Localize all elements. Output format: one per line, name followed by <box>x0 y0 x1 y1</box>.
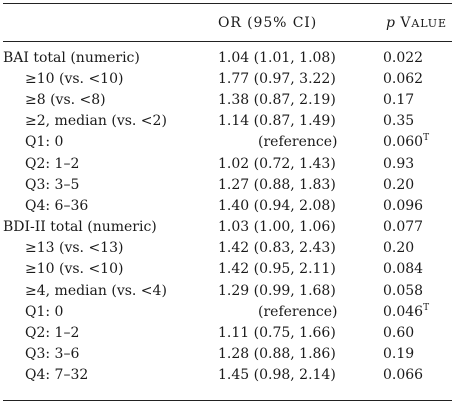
row-p-value: 0.077 <box>383 219 452 235</box>
row-label: Q1: 0 <box>25 303 64 320</box>
table-row: ≥13 (vs. <13) 1.42 (0.83, 2.43) 0.20 <box>3 238 452 259</box>
header-p-first: V <box>400 14 412 31</box>
row-or-ci: 1.14 (0.87, 1.49) <box>218 113 336 130</box>
table-row: Q4: 7–32 1.45 (0.98, 2.14) 0.066 <box>3 365 452 386</box>
row-label: ≥2, median (vs. <2) <box>25 113 167 130</box>
row-or-ci: 1.28 (0.88, 1.86) <box>218 346 336 363</box>
table-row: ≥8 (vs. <8) 1.38 (0.87, 2.19) 0.17 <box>3 89 452 110</box>
row-p-value: 0.20 <box>383 240 452 256</box>
p-value-text: 0.046 <box>383 303 424 320</box>
trend-test-marker: T <box>423 133 430 144</box>
p-value-text: 0.17 <box>383 91 415 108</box>
row-or-ci: 1.29 (0.99, 1.68) <box>218 282 336 299</box>
row-label: Q3: 3–5 <box>25 176 80 193</box>
row-p-value: 0.046T <box>383 302 452 320</box>
header-p-italic: p <box>386 14 395 31</box>
row-or-ci: 1.03 (1.00, 1.06) <box>218 219 336 236</box>
row-label: ≥13 (vs. <13) <box>25 240 124 257</box>
row-or-ci: 1.02 (0.72, 1.43) <box>218 155 336 172</box>
header-or-ci: OR (95% CI) <box>218 14 318 31</box>
table-row: Q1: 0 (reference) 0.046T <box>3 301 452 322</box>
row-p-value: 0.17 <box>383 92 452 108</box>
p-value-text: 0.060 <box>383 134 424 151</box>
row-label: Q1: 0 <box>25 134 64 151</box>
row-label: Q3: 3–6 <box>25 346 80 363</box>
row-p-value: 0.060T <box>383 133 452 151</box>
row-p-value: 0.20 <box>383 177 452 193</box>
header-p-value: p VALUE <box>386 15 452 31</box>
table-row: ≥10 (vs. <10) 1.42 (0.95, 2.11) 0.084 <box>3 259 452 280</box>
row-or-ci: 1.42 (0.95, 2.11) <box>218 261 336 278</box>
row-or-ci: (reference) <box>258 303 338 320</box>
p-value-text: 0.096 <box>383 197 424 214</box>
row-label: BDI-II total (numeric) <box>3 219 157 236</box>
row-or-ci: 1.42 (0.83, 2.43) <box>218 240 336 257</box>
p-value-text: 0.077 <box>383 219 424 236</box>
row-label: ≥4, median (vs. <4) <box>25 282 167 299</box>
table-row: BDI-II total (numeric) 1.03 (1.00, 1.06) 0… <box>3 217 452 238</box>
row-label: Q2: 1–2 <box>25 325 80 342</box>
p-value-text: 0.35 <box>383 113 415 130</box>
results-table: OR (95% CI) p VALUE BAI total (numeric) 1… <box>3 3 452 401</box>
table-row: Q1: 0 (reference) 0.060T <box>3 132 452 153</box>
row-label: ≥10 (vs. <10) <box>25 261 124 278</box>
row-or-ci: 1.40 (0.94, 2.08) <box>218 197 336 214</box>
p-value-text: 0.066 <box>383 367 424 384</box>
table-row: BAI total (numeric) 1.04 (1.01, 1.08) 0.02… <box>3 47 452 68</box>
p-value-text: 0.20 <box>383 176 415 193</box>
header-p-rest: ALUE <box>411 16 447 30</box>
row-label: Q4: 7–32 <box>25 367 89 384</box>
table-row: Q3: 3–5 1.27 (0.88, 1.83) 0.20 <box>3 174 452 195</box>
row-p-value: 0.93 <box>383 156 452 172</box>
row-label: Q2: 1–2 <box>25 155 80 172</box>
row-p-value: 0.19 <box>383 346 452 362</box>
row-p-value: 0.022 <box>383 50 452 66</box>
row-p-value: 0.084 <box>383 261 452 277</box>
row-label: ≥8 (vs. <8) <box>25 91 106 108</box>
table-row: Q2: 1–2 1.11 (0.75, 1.66) 0.60 <box>3 322 452 343</box>
row-or-ci: 1.45 (0.98, 2.14) <box>218 367 336 384</box>
row-p-value: 0.058 <box>383 283 452 299</box>
table-row: ≥4, median (vs. <4) 1.29 (0.99, 1.68) 0.05… <box>3 280 452 301</box>
row-or-ci: (reference) <box>258 134 338 151</box>
table-row: Q3: 3–6 1.28 (0.88, 1.86) 0.19 <box>3 344 452 365</box>
row-p-value: 0.60 <box>383 325 452 341</box>
row-label: Q4: 6–36 <box>25 197 89 214</box>
table-row: ≥10 (vs. <10) 1.77 (0.97, 3.22) 0.062 <box>3 68 452 89</box>
row-p-value: 0.062 <box>383 71 452 87</box>
row-label: ≥10 (vs. <10) <box>25 70 124 87</box>
row-label: BAI total (numeric) <box>3 49 140 66</box>
row-p-value: 0.35 <box>383 113 452 129</box>
table-header: OR (95% CI) p VALUE <box>3 4 452 42</box>
p-value-text: 0.60 <box>383 325 415 342</box>
trend-test-marker: T <box>423 302 430 313</box>
row-or-ci: 1.77 (0.97, 3.22) <box>218 70 336 87</box>
p-value-text: 0.19 <box>383 346 415 363</box>
p-value-text: 0.022 <box>383 49 424 66</box>
p-value-text: 0.93 <box>383 155 415 172</box>
table-row: ≥2, median (vs. <2) 1.14 (0.87, 1.49) 0.35 <box>3 111 452 132</box>
table-row: Q4: 6–36 1.40 (0.94, 2.08) 0.096 <box>3 195 452 216</box>
row-p-value: 0.096 <box>383 198 452 214</box>
table-body: BAI total (numeric) 1.04 (1.01, 1.08) 0.02… <box>3 42 452 386</box>
row-or-ci: 1.38 (0.87, 2.19) <box>218 91 336 108</box>
p-value-text: 0.058 <box>383 282 424 299</box>
row-or-ci: 1.04 (1.01, 1.08) <box>218 49 336 66</box>
table-row: Q2: 1–2 1.02 (0.72, 1.43) 0.93 <box>3 153 452 174</box>
row-or-ci: 1.11 (0.75, 1.66) <box>218 325 336 342</box>
row-p-value: 0.066 <box>383 367 452 383</box>
row-or-ci: 1.27 (0.88, 1.83) <box>218 176 336 193</box>
p-value-text: 0.062 <box>383 70 424 87</box>
p-value-text: 0.084 <box>383 261 424 278</box>
p-value-text: 0.20 <box>383 240 415 257</box>
